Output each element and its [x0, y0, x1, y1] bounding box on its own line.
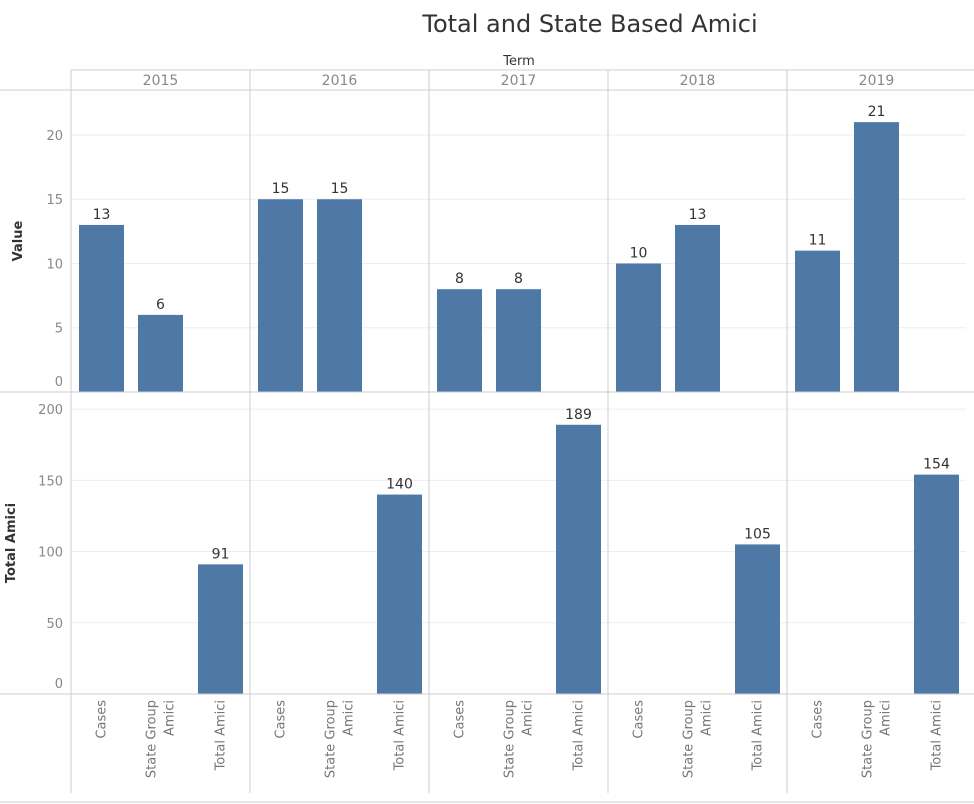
category-label: Amici — [342, 700, 357, 736]
data-label: 15 — [272, 181, 290, 197]
y-tick-label: 0 — [55, 375, 63, 390]
bar — [675, 224, 720, 392]
category-label: Cases — [274, 700, 289, 739]
y-tick-label: 150 — [38, 474, 63, 489]
bar — [616, 263, 661, 392]
facet-header-2016: 2016 — [322, 73, 358, 89]
y-tick-label: 50 — [46, 617, 63, 632]
y-tick-label: 5 — [55, 322, 63, 337]
y-tick-label: 20 — [46, 129, 63, 144]
category-label: Total Amici — [751, 700, 766, 771]
data-label: 91 — [212, 546, 230, 562]
facet-header-2015: 2015 — [143, 73, 179, 89]
bar — [79, 224, 124, 392]
bar — [377, 494, 422, 694]
data-label: 6 — [156, 297, 165, 313]
category-label: Cases — [95, 700, 110, 739]
data-label: 21 — [868, 104, 886, 120]
y-axis-title: Value — [11, 220, 26, 261]
data-label: 140 — [386, 477, 413, 493]
category-label: Amici — [521, 700, 536, 736]
y-tick-label: 15 — [46, 193, 63, 208]
bar — [854, 122, 899, 393]
category-label: State Group — [682, 700, 697, 778]
bar — [258, 199, 303, 392]
data-label: 10 — [630, 245, 648, 261]
bar — [556, 424, 601, 694]
facet-header-2017: 2017 — [501, 73, 537, 89]
category-label: Cases — [632, 700, 647, 739]
category-label: Amici — [163, 700, 178, 736]
bar — [317, 199, 362, 392]
category-label: Amici — [879, 700, 894, 736]
bar — [795, 250, 840, 392]
bar — [914, 474, 959, 694]
data-label: 8 — [455, 271, 464, 287]
category-label: Cases — [453, 700, 468, 739]
category-label: State Group — [861, 700, 876, 778]
category-label: Cases — [811, 700, 826, 739]
data-label: 189 — [565, 407, 592, 423]
y-axis-title: Total Amici — [4, 503, 19, 583]
facet-header-2018: 2018 — [680, 73, 716, 89]
category-label: Amici — [700, 700, 715, 736]
data-label: 11 — [809, 233, 827, 249]
bar — [138, 314, 183, 392]
category-label: State Group — [324, 700, 339, 778]
category-label: Total Amici — [930, 700, 945, 771]
data-label: 8 — [514, 271, 523, 287]
y-tick-label: 100 — [38, 546, 63, 561]
data-label: 15 — [331, 181, 349, 197]
data-label: 13 — [93, 207, 111, 223]
category-label: State Group — [145, 700, 160, 778]
data-label: 13 — [689, 207, 707, 223]
chart-title: Total and State Based Amici — [421, 10, 757, 38]
category-label: State Group — [503, 700, 518, 778]
y-tick-label: 0 — [55, 677, 63, 692]
facet-header-2019: 2019 — [859, 73, 895, 89]
y-tick-label: 10 — [46, 257, 63, 272]
data-label: 154 — [923, 457, 950, 473]
data-label: 105 — [744, 526, 771, 542]
y-tick-label: 200 — [38, 403, 63, 418]
bar — [735, 544, 780, 694]
column-header-title: Term — [502, 54, 535, 69]
bar — [496, 289, 541, 392]
category-label: Total Amici — [393, 700, 408, 771]
category-label: Total Amici — [572, 700, 587, 771]
bar — [437, 289, 482, 392]
bar — [198, 564, 243, 694]
category-label: Total Amici — [214, 700, 229, 771]
